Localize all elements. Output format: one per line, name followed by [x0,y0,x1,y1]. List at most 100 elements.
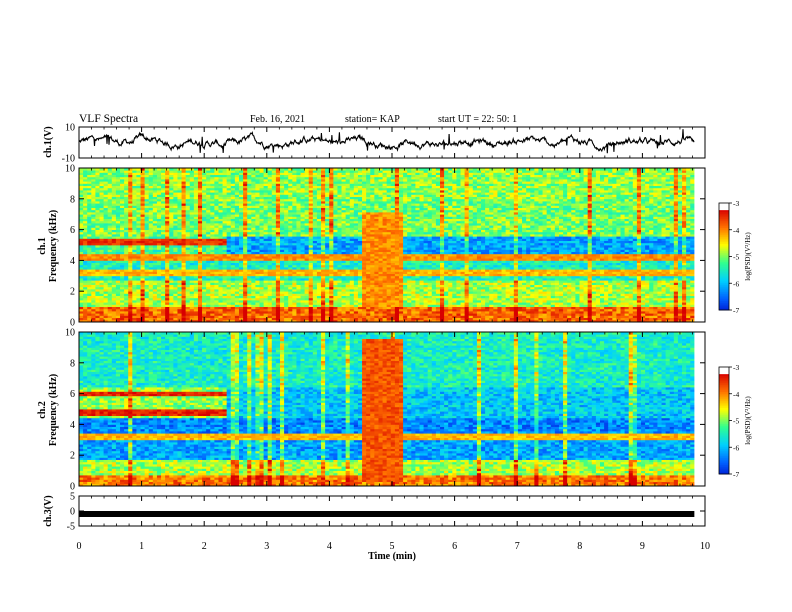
spectrogram-cell [99,269,105,272]
spectrogram-cell [107,172,113,175]
spectrogram-cell [148,284,154,288]
spectrogram-cell [99,256,105,259]
spectrogram-cell [161,308,166,312]
spectrogram-cell [132,273,137,277]
spectrogram-cell [140,247,146,250]
spectrogram-cell [140,220,146,224]
spectrogram-cell [144,185,150,189]
spectrogram-cell [156,264,162,268]
spectrogram-cell [173,311,178,314]
spectrogram-cell [128,295,133,299]
spectrogram-cell [165,289,170,292]
spectrogram-cell [99,315,105,318]
spectrogram-cell [136,183,141,186]
spectrogram-cell [79,282,84,285]
spectrogram-cell [152,308,158,312]
spectrogram-cell [79,253,84,257]
spectrogram-cell [107,192,113,195]
spectrogram-cell [136,286,141,290]
spectrogram-cell [152,192,158,195]
spectrogram-cell [115,209,121,213]
spectrogram-cell [140,284,146,288]
spectrogram-cell [148,319,154,323]
spectrogram-cell [148,249,154,252]
spectrogram-cell [132,238,137,241]
spectrogram-cell [148,212,154,215]
spectrogram-cell [152,234,158,237]
spectrogram-cell [169,203,174,206]
spectrogram-cell [79,319,84,323]
spectrogram-cell [165,227,170,230]
spectrogram-cell [111,269,117,272]
spectrogram-cell [148,229,154,233]
spectrogram-cell [107,253,113,257]
spectrogram-cell [107,203,113,206]
spectrogram-cell [173,209,178,213]
spectrogram-cell [107,256,113,259]
spectrogram-cell [140,278,146,281]
spectrogram-cell [173,251,178,255]
spectrogram-cell [169,306,174,310]
spectrogram-cell [115,214,121,217]
spectrogram-cell [95,291,100,294]
spectrogram-cell [79,225,84,228]
spectrogram-cell [99,249,105,252]
spectrogram-cell [99,187,105,191]
spectrogram-cell [132,275,137,279]
spectrogram-cell [95,264,100,268]
spectrogram-cell [136,289,141,292]
spectrogram-cell [140,267,146,270]
spectrogram-cell [115,271,121,274]
spectrogram-cell [136,190,141,193]
spectrogram-cell [144,267,150,270]
spectrogram-cell [120,225,125,228]
spectrogram-cell [165,247,170,250]
spectrogram-cell [83,203,88,206]
spectrogram-cell [95,293,100,296]
spectrogram-cell [169,181,174,184]
spectrogram-cell [115,260,121,263]
spectrogram-cell [95,190,100,193]
spectrogram-cell [173,218,178,222]
spectrogram-cell [111,267,117,270]
spectrogram-cell [91,245,96,248]
spectrogram-cell [173,304,178,307]
spectrogram-cell [148,236,154,239]
spectrogram-cell [128,174,133,178]
spectrogram-cell [111,242,117,246]
spectrogram-cell [115,295,121,299]
spectrogram-cell [111,209,117,213]
spectrogram-cell [79,220,84,224]
spectrogram-cell [120,196,125,200]
spectrogram-cell [156,190,162,193]
spectrogram-cell [148,251,154,255]
spectrogram-cell [103,203,109,206]
spectrogram-cell [91,229,96,233]
spectrogram-cell [95,216,100,219]
spectrogram-cell [132,214,137,217]
spectrogram-cell [87,172,92,175]
spectrogram-cell [87,286,92,290]
spectrogram-cell [91,196,96,200]
spectrogram-cell [95,198,100,202]
spectrogram-cell [107,187,113,191]
spectrogram-cell [107,304,113,307]
spectrogram-cell [156,179,162,182]
spectrogram-cell [161,214,166,217]
spectrogram-cell [79,256,84,259]
spectrogram-cell [83,236,88,239]
spectrogram-cell [91,311,96,314]
spectrogram-cell [148,306,154,310]
spectrogram-cell [95,319,100,323]
spectrogram-cell [144,174,150,178]
spectrogram-cell [169,267,174,270]
spectrogram-cell [87,216,92,219]
spectrogram-cell [115,168,121,171]
spectrogram-cell [136,225,141,228]
spectrogram-cell [173,264,178,268]
spectrogram-cell [156,205,162,208]
spectrogram-cell [140,313,146,316]
spectrogram-cell [132,229,137,233]
spectrogram-cell [173,231,178,235]
spectrogram-cell [156,207,162,211]
